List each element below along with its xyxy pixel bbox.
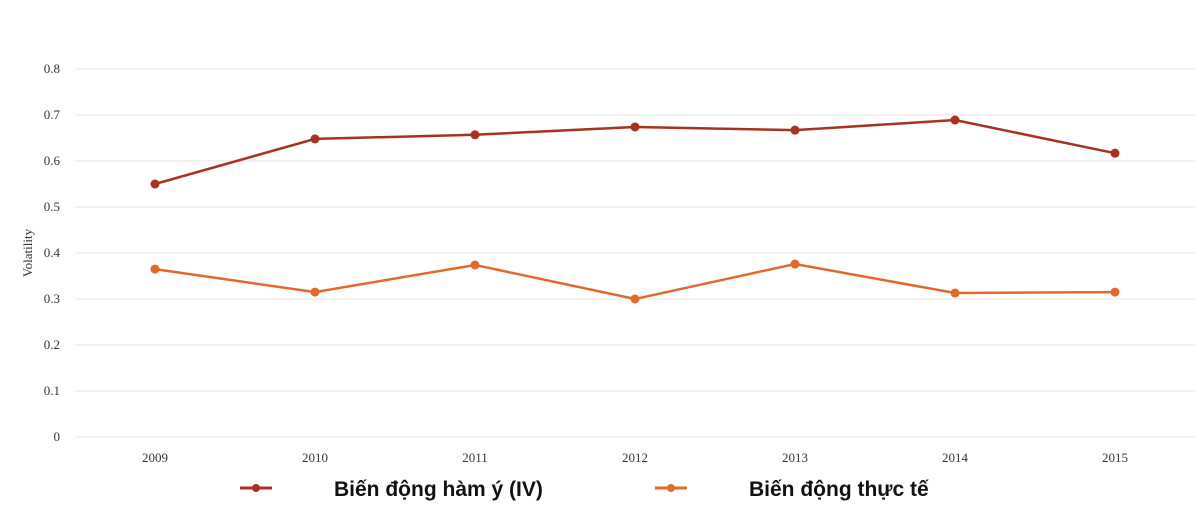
- y-tick-label: 0.3: [44, 291, 60, 306]
- legend-item-1[interactable]: Biến động thực tế: [655, 478, 929, 501]
- y-tick-label: 0.4: [44, 245, 61, 260]
- x-tick-label: 2014: [942, 450, 969, 465]
- x-tick-label: 2009: [142, 450, 168, 465]
- x-tick-label: 2015: [1102, 450, 1128, 465]
- legend-label: Biến động hàm ý (IV): [334, 478, 543, 501]
- x-tick-label: 2011: [462, 450, 488, 465]
- data-point: [1110, 148, 1120, 158]
- y-axis-ticks: 0 0.1 0.2 0.3 0.4 0.5 0.6 0.7 0.8: [44, 61, 61, 444]
- y-tick-label: 0.8: [44, 61, 60, 76]
- y-tick-label: 0.1: [44, 383, 60, 398]
- data-point: [1110, 287, 1120, 297]
- data-point: [950, 115, 960, 125]
- data-point: [470, 130, 480, 140]
- legend-dot-marker: [667, 484, 675, 492]
- data-point: [310, 134, 320, 144]
- y-tick-label: 0.2: [44, 337, 60, 352]
- data-point: [950, 288, 960, 298]
- y-axis-label: Volatility: [20, 228, 35, 277]
- y-tick-label: 0: [54, 429, 61, 444]
- gridlines: [75, 68, 1195, 438]
- legend[interactable]: Biến động hàm ý (IV) Biến động thực tế: [240, 478, 929, 501]
- legend-dot-marker: [252, 484, 260, 492]
- legend-label: Biến động thực tế: [749, 478, 929, 501]
- x-tick-label: 2010: [302, 450, 328, 465]
- data-point: [790, 259, 800, 269]
- legend-item-0[interactable]: Biến động hàm ý (IV): [240, 478, 543, 501]
- x-axis-ticks: 2009 2010 2011 2012 2013 2014 2015: [142, 450, 1128, 465]
- data-point: [790, 125, 800, 135]
- data-point: [470, 260, 480, 270]
- series-line: [154, 262, 1116, 301]
- data-point: [630, 294, 640, 304]
- data-point: [150, 264, 160, 274]
- data-point: [150, 179, 160, 189]
- series-0: [150, 115, 1120, 189]
- x-tick-label: 2013: [782, 450, 808, 465]
- data-point: [630, 122, 640, 132]
- y-tick-label: 0.7: [44, 107, 61, 122]
- y-tick-label: 0.5: [44, 199, 60, 214]
- data-point: [310, 287, 320, 297]
- y-tick-label: 0.6: [44, 153, 61, 168]
- series-1: [150, 259, 1120, 304]
- x-tick-label: 2012: [622, 450, 648, 465]
- series-group: [150, 115, 1120, 304]
